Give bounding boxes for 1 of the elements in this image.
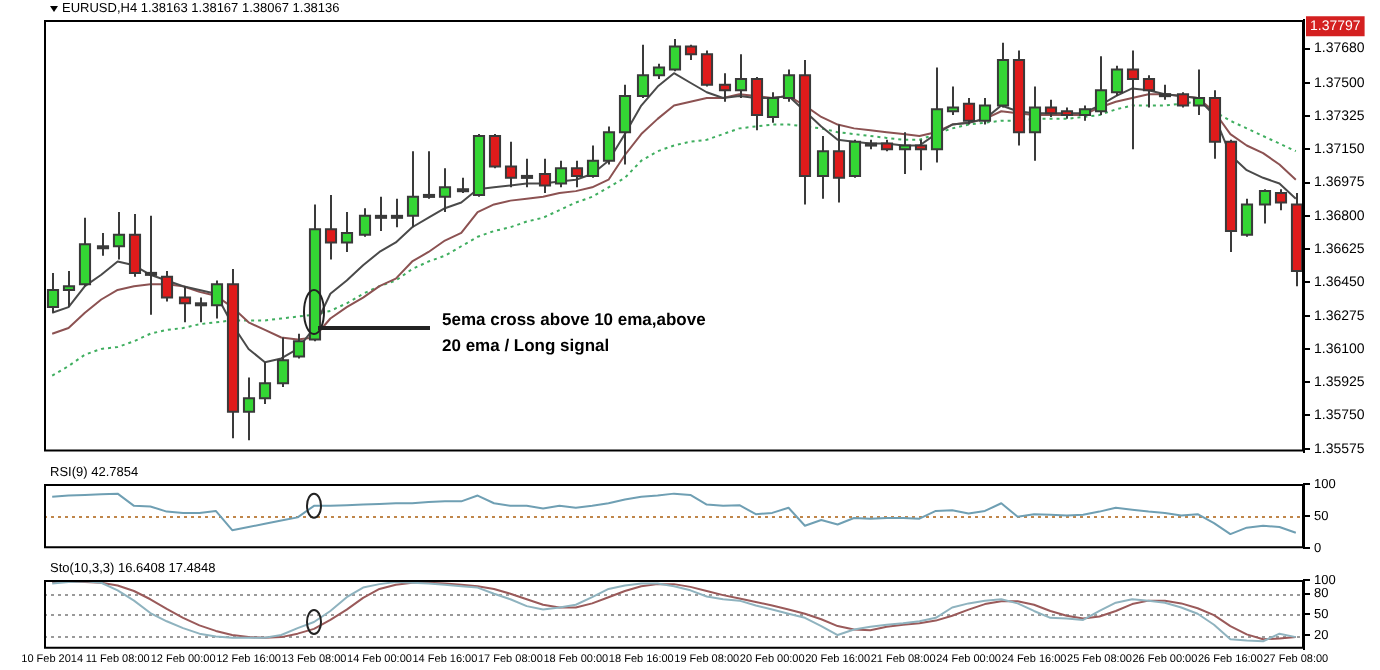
annotation: 5ema cross above 10 ema,above 20 ema / Long signal — [442, 308, 707, 355]
